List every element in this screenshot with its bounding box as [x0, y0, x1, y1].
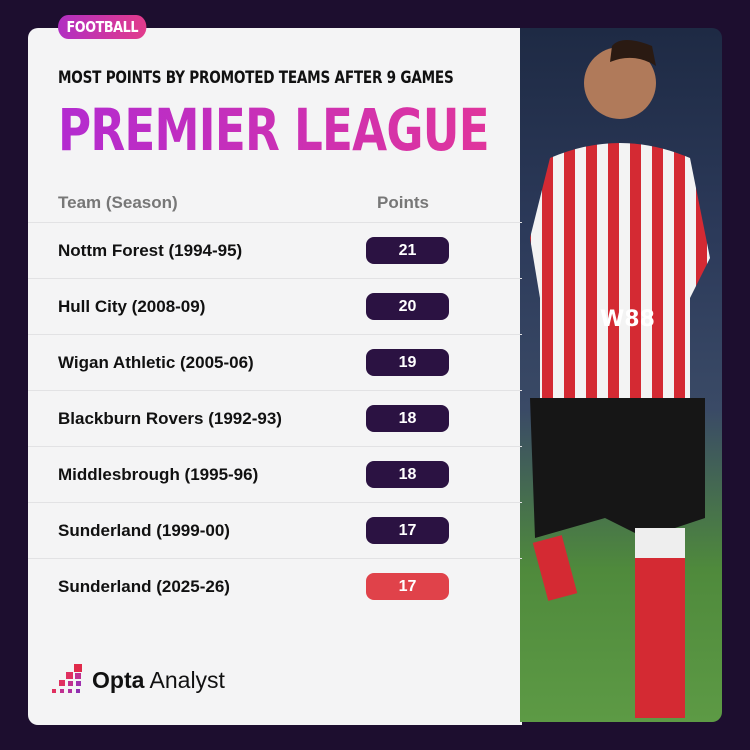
points-badge: 17 — [366, 517, 449, 544]
page-title: PREMIER LEAGUE — [58, 96, 490, 164]
team-name: Sunderland (1999-00) — [58, 521, 230, 540]
points-badge: 18 — [366, 405, 449, 432]
infographic-card — [28, 28, 522, 725]
table-row: Wigan Athletic (2005-06) 19 — [28, 334, 522, 390]
table-row: Sunderland (2025-26) 17 — [28, 558, 522, 614]
team-name: Wigan Athletic (2005-06) — [58, 353, 254, 372]
points-badge: 21 — [366, 237, 449, 264]
column-header-team: Team (Season) — [58, 193, 178, 212]
points-badge: 19 — [366, 349, 449, 376]
team-name: Blackburn Rovers (1992-93) — [58, 409, 282, 428]
team-name: Middlesbrough (1995-96) — [58, 465, 259, 484]
table-row: Sunderland (1999-00) 17 — [28, 502, 522, 558]
table-row: Middlesbrough (1995-96) 18 — [28, 446, 522, 502]
opta-analyst-logo: Opta Analyst — [52, 664, 225, 696]
points-badge: 20 — [366, 293, 449, 320]
subtitle: MOST POINTS BY PROMOTED TEAMS AFTER 9 GA… — [58, 68, 454, 88]
team-name: Sunderland (2025-26) — [58, 577, 230, 596]
column-header-points: Points — [377, 193, 429, 212]
table-row: Hull City (2008-09) 20 — [28, 278, 522, 334]
opta-logo-icon — [52, 664, 82, 693]
table-row: Blackburn Rovers (1992-93) 18 — [28, 390, 522, 446]
logo-text-light: Analyst — [149, 666, 225, 693]
team-name: Nottm Forest (1994-95) — [58, 241, 243, 260]
player-photo: W88 — [520, 28, 722, 722]
points-badge: 17 — [366, 573, 449, 600]
points-badge: 18 — [366, 461, 449, 488]
team-name: Hull City (2008-09) — [58, 297, 206, 316]
shirt-sponsor: W88 — [600, 307, 655, 332]
logo-text-bold: Opta — [92, 666, 145, 693]
category-tag: FOOTBALL — [58, 15, 147, 39]
table-row: Nottm Forest (1994-95) 21 — [28, 222, 522, 278]
